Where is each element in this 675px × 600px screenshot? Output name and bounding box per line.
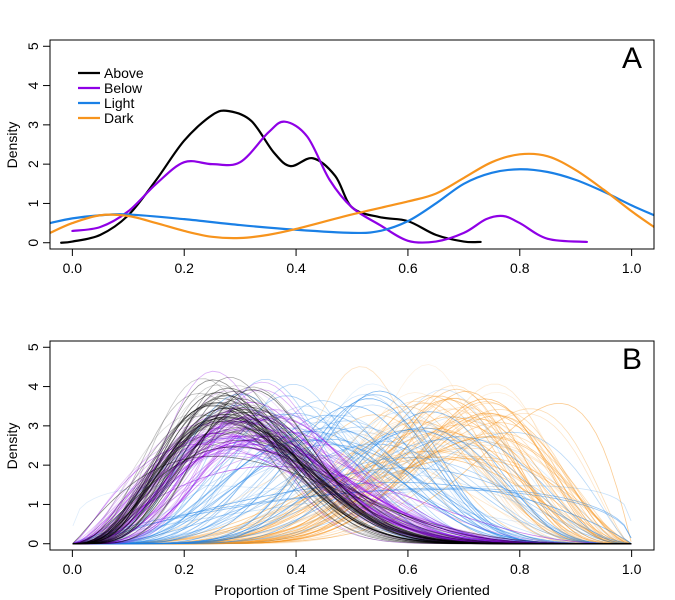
posterior-draw-light	[72, 440, 632, 545]
panel-a: 0.0 0.2 0.4 0.6 0.8 1.0 0 1 2 3 4 5 A Density Above…	[4, 39, 655, 276]
posterior-draw-dark	[72, 452, 632, 545]
panel-b-y-axis-label: Density	[4, 423, 20, 470]
posterior-draw-light	[72, 389, 632, 545]
panel-b-axes: 0.0 0.2 0.4 0.6 0.8 1.0 0 1 2 3 4 5	[25, 343, 642, 577]
panel-a-y-tick-label: 3	[25, 121, 41, 129]
posterior-draw-light	[72, 487, 632, 544]
panel-b-x-tick-label: 0.6	[398, 561, 418, 577]
panel-b-y-tick-label: 3	[25, 422, 41, 430]
panel-a-label: A	[622, 42, 642, 75]
panel-b: 0.0 0.2 0.4 0.6 0.8 1.0 0 1 2 3 4 5 B Density Propo…	[4, 340, 655, 598]
posterior-draw-dark	[72, 432, 632, 545]
panel-a-y-tick-label: 2	[25, 160, 41, 168]
panel-b-x-tick-label: 0.8	[510, 561, 530, 577]
posterior-draw-light	[72, 427, 632, 545]
posterior-draw-light	[72, 457, 632, 545]
panel-b-x-axis-label: Proportion of Time Spent Positively Orie…	[214, 582, 489, 598]
panel-a-x-tick-label: 1.0	[622, 260, 642, 276]
posterior-draw-light	[72, 443, 632, 545]
posterior-draw-light	[72, 467, 632, 545]
posterior-draw-light	[72, 439, 632, 545]
panel-b-y-tick-label: 2	[25, 461, 41, 469]
legend-label-above: Above	[104, 65, 144, 81]
panel-a-x-tick-label: 0.4	[286, 260, 306, 276]
panel-a-y-tick-label: 4	[25, 81, 41, 89]
panel-a-frame	[49, 39, 655, 250]
posterior-draw-light	[72, 485, 632, 544]
panel-a-axes: 0.0 0.2 0.4 0.6 0.8 1.0 0 1 2 3 4 5	[25, 42, 642, 276]
posterior-draw-below	[72, 455, 632, 545]
legend-label-light: Light	[104, 95, 134, 111]
panel-a-x-tick-label: 0.6	[398, 260, 418, 276]
posterior-draw-light	[72, 438, 632, 545]
panel-a-plot-area	[50, 109, 654, 244]
panel-b-y-tick-label: 0	[25, 540, 41, 548]
panel-a-x-tick-label: 0.0	[63, 260, 83, 276]
panel-b-x-tick-label: 0.4	[286, 561, 306, 577]
posterior-draw-below	[72, 451, 632, 545]
panel-a-y-tick-label: 5	[25, 42, 41, 50]
posterior-draw-light	[72, 420, 632, 545]
panel-b-x-tick-label: 0.2	[174, 561, 194, 577]
posterior-draw-light	[72, 489, 632, 544]
panel-a-y-tick-label: 1	[25, 199, 41, 207]
posterior-draw-light	[72, 430, 632, 545]
posterior-draw-light	[72, 430, 632, 545]
posterior-draw-above	[72, 407, 632, 545]
series-line-below	[71, 120, 588, 244]
panel-b-y-tick-label: 1	[25, 500, 41, 508]
posterior-draw-light	[72, 444, 632, 545]
posterior-draw-light	[72, 427, 632, 545]
posterior-draw-light	[72, 472, 632, 545]
panel-b-y-tick-label: 4	[25, 382, 41, 390]
posterior-draw-below	[72, 466, 632, 545]
posterior-draw-light	[72, 431, 632, 545]
posterior-draw-dark	[72, 456, 632, 545]
panel-b-x-tick-label: 1.0	[622, 561, 642, 577]
legend-label-below: Below	[104, 80, 143, 96]
posterior-draw-light	[72, 426, 632, 545]
series-line-dark	[50, 152, 654, 240]
posterior-draw-light	[72, 438, 632, 545]
panel-a-x-tick-label: 0.8	[510, 260, 530, 276]
panel-b-plot-area	[72, 364, 632, 545]
posterior-draw-light	[72, 482, 632, 545]
posterior-draw-light	[72, 431, 632, 545]
posterior-draw-above	[72, 439, 632, 545]
posterior-draw-above	[72, 446, 632, 545]
posterior-draw-dark	[72, 450, 632, 545]
series-line-light	[50, 168, 654, 235]
panel-b-y-tick-label: 5	[25, 343, 41, 351]
panel-a-x-tick-label: 0.2	[174, 260, 194, 276]
panel-a-y-axis-label: Density	[4, 122, 20, 169]
legend-label-dark: Dark	[104, 110, 135, 126]
panel-a-y-tick-label: 0	[25, 239, 41, 247]
posterior-draw-light	[72, 436, 632, 545]
panel-b-frame	[49, 340, 655, 551]
panel-b-x-tick-label: 0.0	[63, 561, 83, 577]
posterior-draw-dark	[72, 450, 632, 545]
posterior-draw-light	[72, 453, 632, 545]
panel-b-label: B	[622, 343, 642, 376]
